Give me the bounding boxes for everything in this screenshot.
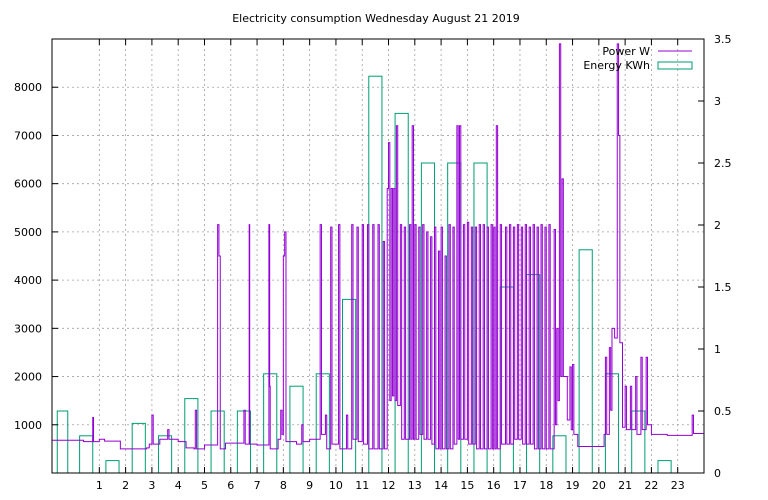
x-tick-label: 23 xyxy=(671,479,685,492)
x-tick-label: 7 xyxy=(254,479,261,492)
x-tick-label: 8 xyxy=(280,479,287,492)
x-tick-label: 13 xyxy=(408,479,422,492)
x-tick-label: 3 xyxy=(148,479,155,492)
x-tick-label: 19 xyxy=(566,479,580,492)
x-tick-label: 10 xyxy=(329,479,343,492)
y-right-tick-label: 2.5 xyxy=(714,157,732,170)
energy-bar xyxy=(289,385,304,474)
x-tick-label: 12 xyxy=(382,479,396,492)
x-tick-label: 5 xyxy=(201,479,208,492)
legend-label-energy: Energy KWh xyxy=(583,59,650,72)
energy-bar xyxy=(315,373,330,474)
energy-bar xyxy=(105,460,120,474)
y-right-tick-label: 2 xyxy=(714,219,721,232)
y-right-tick-label: 3 xyxy=(714,95,721,108)
x-tick-label: 14 xyxy=(434,479,448,492)
plot-border xyxy=(51,38,705,474)
chart-title: Electricity consumption Wednesday August… xyxy=(232,12,520,25)
energy-bar xyxy=(131,422,146,474)
x-tick-label: 17 xyxy=(513,479,527,492)
y-left-tick-label: 7000 xyxy=(14,129,42,142)
y-left-tick-label: 3000 xyxy=(14,322,42,335)
x-tick-label: 20 xyxy=(592,479,606,492)
x-tick-label: 2 xyxy=(122,479,129,492)
power-line xyxy=(52,43,704,450)
x-tick-label: 11 xyxy=(355,479,369,492)
y-left-tick-label: 6000 xyxy=(14,178,42,191)
x-tick-label: 18 xyxy=(539,479,553,492)
energy-bar xyxy=(552,435,567,474)
y-right-tick-label: 1.5 xyxy=(714,281,732,294)
x-tick-label: 16 xyxy=(487,479,501,492)
energy-bar xyxy=(342,298,357,474)
x-tick-label: 9 xyxy=(306,479,313,492)
energy-bars xyxy=(56,75,672,474)
y-right-tick-label: 0.5 xyxy=(714,405,732,418)
energy-bar xyxy=(631,410,646,474)
y-left-tick-label: 8000 xyxy=(14,81,42,94)
axes xyxy=(51,38,705,474)
power-line-group xyxy=(52,43,704,450)
x-tick-label: 15 xyxy=(460,479,474,492)
energy-bar xyxy=(368,75,383,474)
energy-bar xyxy=(56,410,69,474)
x-tick-label: 1 xyxy=(96,479,103,492)
x-tick-label: 22 xyxy=(644,479,658,492)
y-left-tick-label: 2000 xyxy=(14,371,42,384)
y-right-tick-label: 0 xyxy=(714,467,721,480)
y-right-tick-label: 1 xyxy=(714,343,721,356)
y-left-tick-label: 5000 xyxy=(14,226,42,239)
energy-bar xyxy=(578,249,593,474)
legend-label-power: Power W xyxy=(602,45,650,58)
tick-labels: 1 2 3 4 5 6 7 8 9 10 11 12 13 14 15 16 17 18 19 20 21 22 23100… xyxy=(14,33,732,492)
x-tick-label: 4 xyxy=(175,479,182,492)
energy-bar xyxy=(657,460,672,474)
energy-bar xyxy=(184,398,199,474)
y-left-tick-label: 1000 xyxy=(14,419,42,432)
x-tick-label: 6 xyxy=(227,479,234,492)
y-right-tick-label: 3.5 xyxy=(714,33,732,46)
legend-swatch-energy xyxy=(657,61,693,70)
energy-bar xyxy=(157,435,173,474)
x-tick-label: 21 xyxy=(618,479,632,492)
y-left-tick-label: 4000 xyxy=(14,274,42,287)
